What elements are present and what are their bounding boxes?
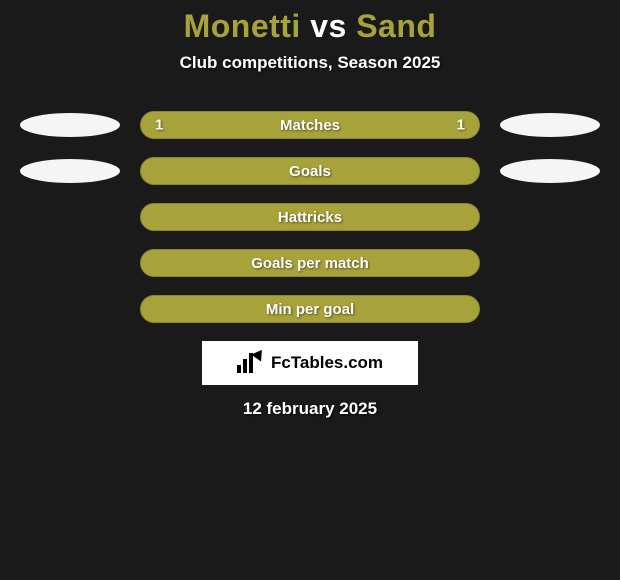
bars-container: 1 1 Matches Goals Hattricks Goals per match Mi… [0, 111, 620, 323]
stat-row: Hattricks [0, 203, 620, 231]
stat-bar: Goals [140, 157, 480, 185]
avatar-left [20, 159, 120, 183]
bar-value-right: 1 [457, 117, 465, 134]
bar-label: Min per goal [266, 301, 354, 318]
content: Monetti vs Sand Club competitions, Seaso… [0, 0, 620, 580]
stat-row: 1 1 Matches [0, 111, 620, 139]
avatar-right [500, 159, 600, 183]
avatar-right [500, 113, 600, 137]
title-player1: Monetti [184, 8, 301, 44]
bar-value-left: 1 [155, 117, 163, 134]
title-player2: Sand [356, 8, 436, 44]
title-vs: vs [310, 8, 347, 44]
branding-box[interactable]: FcTables.com [202, 341, 418, 385]
bar-label: Goals per match [251, 255, 369, 272]
subtitle: Club competitions, Season 2025 [0, 53, 620, 73]
stat-row: Goals per match [0, 249, 620, 277]
stat-bar: Min per goal [140, 295, 480, 323]
stat-bar: Hattricks [140, 203, 480, 231]
stat-bar: Goals per match [140, 249, 480, 277]
branding-text: FcTables.com [271, 353, 383, 373]
bar-label: Hattricks [278, 209, 342, 226]
bar-label: Matches [280, 117, 340, 134]
stat-row: Min per goal [0, 295, 620, 323]
stat-bar: 1 1 Matches [140, 111, 480, 139]
chart-icon [237, 353, 265, 373]
page-title: Monetti vs Sand [0, 8, 620, 45]
stat-row: Goals [0, 157, 620, 185]
avatar-left [20, 113, 120, 137]
date-text: 12 february 2025 [0, 399, 620, 419]
bar-label: Goals [289, 163, 331, 180]
